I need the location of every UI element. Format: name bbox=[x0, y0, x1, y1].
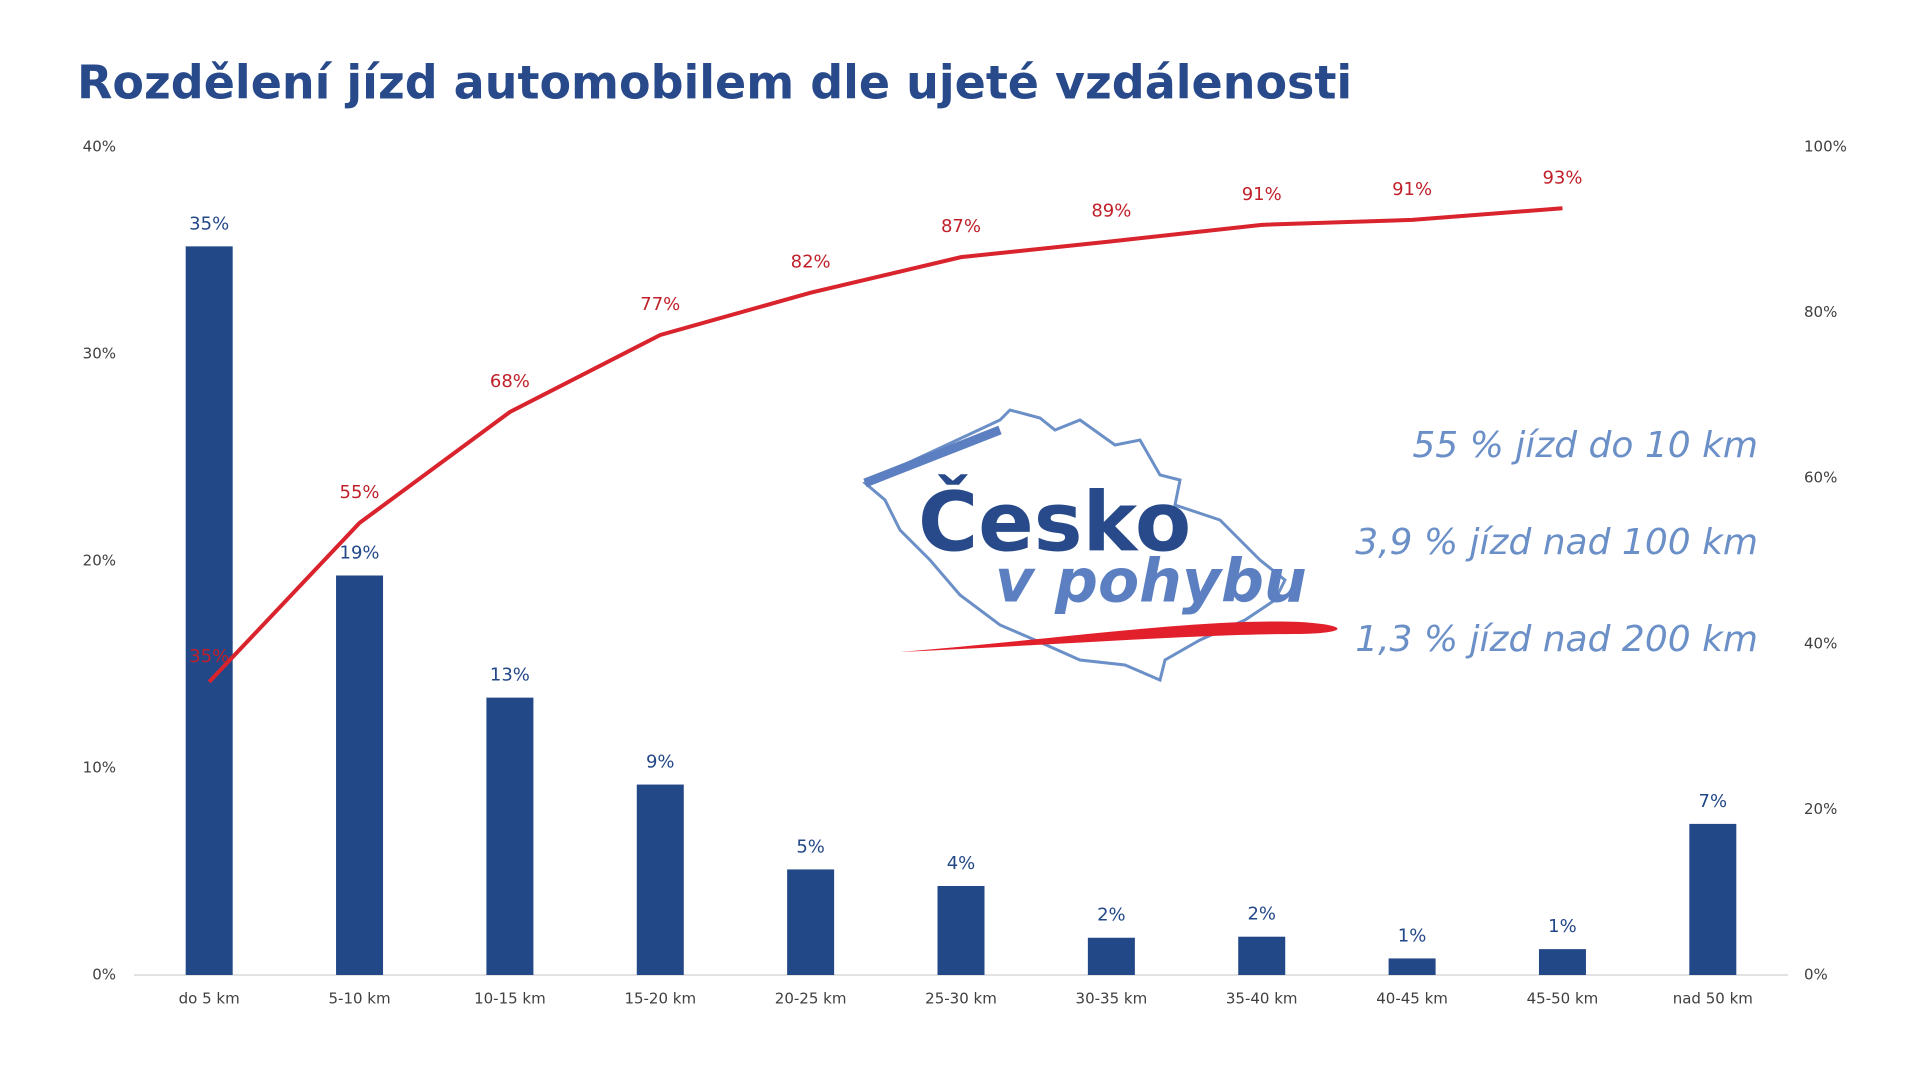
bar-label: 1% bbox=[1398, 925, 1427, 946]
y-tick-label: 0% bbox=[92, 966, 116, 984]
x-tick-label: 35-40 km bbox=[1226, 990, 1298, 1008]
line-label: 91% bbox=[1242, 184, 1282, 205]
y-tick-label: 10% bbox=[83, 759, 116, 777]
bar-label: 2% bbox=[1097, 905, 1126, 926]
bar-label: 1% bbox=[1548, 916, 1577, 937]
logo-text: Česko bbox=[918, 473, 1191, 570]
bar-label: 9% bbox=[646, 752, 675, 773]
bar-label: 5% bbox=[796, 836, 825, 857]
line-label: 35% bbox=[189, 646, 229, 667]
x-tick-label: 40-45 km bbox=[1376, 990, 1448, 1008]
y2-tick-label: 80% bbox=[1804, 303, 1837, 321]
y2-tick-label: 60% bbox=[1804, 469, 1837, 487]
bar bbox=[336, 575, 384, 975]
annotation: 1,3 % jízd nad 200 km bbox=[1355, 619, 1758, 660]
logo: Česko v pohybu bbox=[862, 408, 1338, 683]
y2-tick-label: 20% bbox=[1804, 800, 1837, 818]
line-label: 82% bbox=[791, 252, 831, 273]
y2-tick-label: 100% bbox=[1804, 138, 1847, 156]
line-label: 91% bbox=[1392, 179, 1432, 200]
bar bbox=[1087, 937, 1135, 975]
bar bbox=[1388, 958, 1436, 975]
y2-tick-label: 40% bbox=[1804, 634, 1837, 652]
bar-label: 7% bbox=[1699, 791, 1728, 812]
x-tick-label: 15-20 km bbox=[624, 990, 696, 1008]
annotation: 3,9 % jízd nad 100 km bbox=[1355, 522, 1758, 563]
bar-label: 4% bbox=[947, 853, 976, 874]
logo-text: v pohybu bbox=[995, 547, 1307, 617]
line-label: 93% bbox=[1542, 167, 1582, 188]
bar-label: 13% bbox=[490, 665, 530, 686]
line bbox=[207, 206, 1563, 684]
y-tick-label: 40% bbox=[83, 138, 116, 156]
y-tick-label: 30% bbox=[83, 345, 116, 363]
logo-outline bbox=[862, 408, 1287, 683]
bar bbox=[185, 246, 233, 976]
y-tick-label: 20% bbox=[83, 552, 116, 570]
line-label: 55% bbox=[340, 482, 380, 503]
x-tick-label: 30-35 km bbox=[1076, 990, 1148, 1008]
bar bbox=[1538, 949, 1586, 975]
y2-tick-label: 0% bbox=[1804, 966, 1828, 984]
line-label: 77% bbox=[640, 294, 680, 315]
line-label: 89% bbox=[1091, 200, 1131, 221]
bar bbox=[1689, 823, 1737, 975]
x-tick-label: 5-10 km bbox=[328, 990, 390, 1008]
line-label: 87% bbox=[941, 216, 981, 237]
chart-title: Rozdělení jízd automobilem dle ujeté vzd… bbox=[77, 56, 1352, 110]
x-tick-label: 10-15 km bbox=[474, 990, 546, 1008]
x-tick-label: 45-50 km bbox=[1527, 990, 1599, 1008]
x-tick-label: 25-30 km bbox=[925, 990, 997, 1008]
bar bbox=[486, 697, 534, 975]
logo-swoosh bbox=[900, 621, 1338, 652]
bar-label: 19% bbox=[340, 542, 380, 563]
bar-label: 2% bbox=[1247, 904, 1276, 925]
bar bbox=[787, 869, 835, 975]
line-label: 68% bbox=[490, 371, 530, 392]
x-tick-label: nad 50 km bbox=[1673, 990, 1753, 1008]
logo-accent bbox=[863, 425, 1002, 488]
x-tick-label: do 5 km bbox=[179, 990, 240, 1008]
bar bbox=[636, 784, 684, 975]
bar bbox=[937, 885, 985, 975]
annotation: 55 % jízd do 10 km bbox=[1412, 425, 1758, 466]
x-tick-label: 20-25 km bbox=[775, 990, 847, 1008]
bar bbox=[1238, 936, 1286, 975]
bar-label: 35% bbox=[189, 213, 229, 234]
